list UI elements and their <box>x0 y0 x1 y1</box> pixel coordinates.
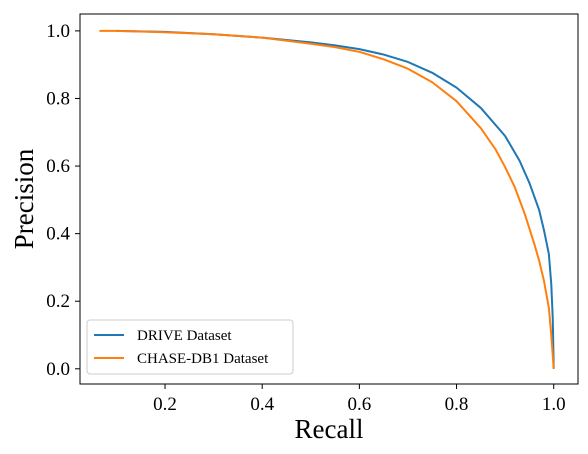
plot-frame <box>79 13 579 385</box>
y-tick-label: 0.2 <box>46 291 70 312</box>
x-tick-label: 0.8 <box>445 394 469 415</box>
legend-label-drive: DRIVE Dataset <box>137 328 232 344</box>
y-tick-label: 1.0 <box>46 21 70 42</box>
y-tick-label: 0.4 <box>46 224 70 245</box>
y-tick-label: 0.0 <box>46 359 70 380</box>
series-line-drive <box>116 29 555 369</box>
series-line-chase-db1 <box>99 29 555 369</box>
legend: DRIVE Dataset CHASE-DB1 Dataset <box>86 319 294 375</box>
plot-lines <box>99 29 555 369</box>
y-tick-label: 0.6 <box>46 156 70 177</box>
x-tick-label: 0.2 <box>153 394 177 415</box>
x-axis-ticks: 0.2 0.4 0.6 0.8 1.0 <box>153 384 566 415</box>
y-axis-title: Precision <box>9 148 39 249</box>
x-tick-label: 0.4 <box>250 394 274 415</box>
y-axis-ticks: 0.0 0.2 0.4 0.6 0.8 1.0 <box>46 21 80 380</box>
x-tick-label: 0.6 <box>347 394 371 415</box>
legend-box <box>86 319 294 375</box>
y-tick-label: 0.8 <box>46 88 70 109</box>
legend-label-chase-db1: CHASE-DB1 Dataset <box>137 351 269 367</box>
x-axis-title: Recall <box>295 414 364 444</box>
x-tick-label: 1.0 <box>542 394 566 415</box>
